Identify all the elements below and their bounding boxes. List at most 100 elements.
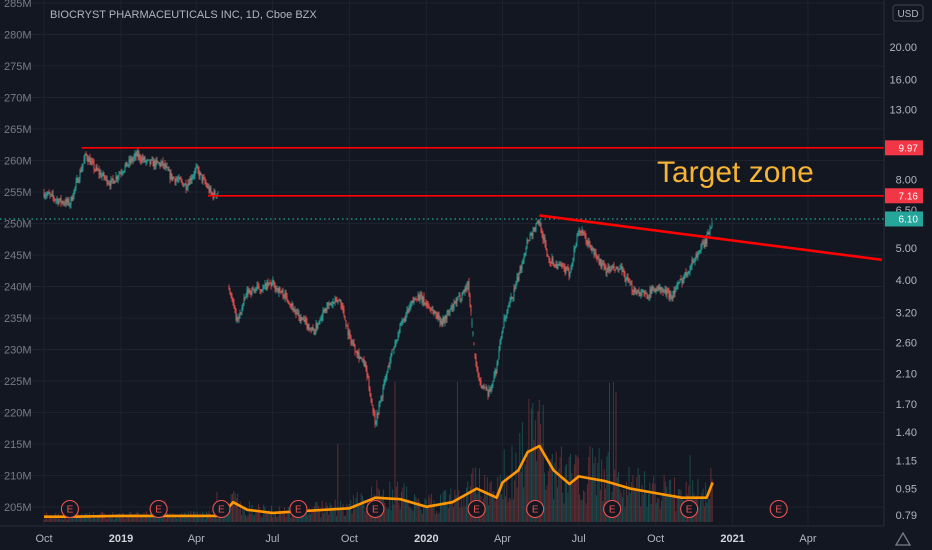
- volume-bar: [623, 489, 625, 522]
- candle-body: [503, 318, 505, 328]
- volume-bar: [170, 517, 172, 522]
- volume-bar: [633, 486, 635, 522]
- candle-body: [257, 285, 259, 287]
- candle-body: [149, 159, 151, 164]
- earnings-marker[interactable]: E: [60, 499, 79, 519]
- earnings-marker[interactable]: E: [603, 499, 622, 519]
- candle-body: [511, 296, 513, 298]
- earnings-marker[interactable]: E: [467, 499, 486, 519]
- candle-body: [487, 389, 489, 397]
- candle-body: [625, 280, 627, 282]
- candle-body: [447, 310, 449, 315]
- candle-body: [207, 186, 209, 188]
- candle-body: [696, 254, 698, 258]
- candle-body: [618, 269, 620, 271]
- earnings-marker[interactable]: E: [526, 499, 545, 519]
- candle-body: [96, 166, 98, 170]
- volume-bar: [627, 495, 629, 522]
- volume-bar: [73, 518, 75, 522]
- drawings[interactable]: [0, 147, 884, 262]
- volume-bar: [180, 514, 181, 522]
- candle-body: [681, 279, 683, 284]
- volume-bar: [310, 514, 311, 522]
- volume-tick-label: 285M: [4, 0, 32, 10]
- candle-body: [123, 170, 125, 172]
- candle-body: [501, 332, 503, 338]
- price-tick-label: 4.00: [896, 275, 917, 287]
- earnings-marker[interactable]: E: [366, 499, 385, 519]
- earnings-marker[interactable]: E: [149, 499, 168, 519]
- volume-bar: [403, 483, 405, 522]
- volume-bar: [575, 454, 577, 522]
- volume-bar: [351, 513, 353, 522]
- candle-body: [307, 324, 309, 329]
- price-tick-label: 0.95: [896, 483, 917, 495]
- candle-body: [282, 290, 284, 298]
- volume-bar: [359, 504, 361, 522]
- volume-tick-label: 275M: [4, 61, 32, 73]
- volume-bar: [390, 510, 392, 522]
- earnings-marker[interactable]: E: [289, 499, 308, 519]
- volume-bar: [316, 501, 318, 522]
- candle-body: [554, 265, 556, 267]
- candle-body: [148, 159, 150, 161]
- earnings-label: E: [609, 505, 616, 516]
- volume-bar: [614, 469, 616, 522]
- settings-icon[interactable]: [894, 531, 912, 546]
- volume-bar: [433, 500, 435, 522]
- volume-bar: [674, 477, 675, 522]
- candle-body: [400, 323, 402, 325]
- candle-body: [664, 289, 666, 292]
- earnings-circle: [603, 499, 622, 519]
- candle-body: [442, 317, 444, 326]
- candle-body: [326, 302, 328, 311]
- candle-body: [298, 312, 300, 318]
- candle-body: [610, 267, 612, 271]
- volume-bar: [291, 513, 293, 522]
- volume-bar: [603, 469, 605, 522]
- candle-body: [483, 384, 485, 389]
- candle-body: [103, 172, 105, 178]
- candle-body: [265, 283, 267, 290]
- candle-body: [383, 382, 385, 389]
- candle-body: [640, 292, 642, 296]
- volume-bar: [261, 517, 263, 522]
- candle-body: [259, 289, 261, 291]
- volume-bar: [670, 479, 672, 522]
- candle-body: [695, 254, 697, 261]
- candle-body: [384, 379, 386, 383]
- volume-bar: [189, 518, 191, 522]
- candle-body: [428, 305, 430, 307]
- candle-body: [445, 315, 447, 320]
- candle-body: [250, 292, 252, 295]
- trendline[interactable]: [539, 214, 883, 262]
- volume-bar: [675, 510, 677, 522]
- candle-body: [489, 389, 491, 391]
- volume-bar: [663, 475, 665, 522]
- earnings-marker[interactable]: E: [769, 499, 788, 519]
- currency-badge[interactable]: USD: [892, 4, 924, 22]
- candle-body: [602, 263, 604, 265]
- candle-body: [359, 357, 361, 359]
- candle-body: [540, 222, 542, 233]
- candle-body: [462, 290, 464, 293]
- volume-bar: [141, 516, 142, 522]
- candle-body: [416, 299, 418, 301]
- volume-bar: [176, 518, 178, 522]
- volume-bar: [597, 462, 599, 522]
- candle-body: [303, 319, 305, 322]
- candle-body: [82, 163, 84, 168]
- candle-body: [648, 297, 650, 299]
- volume-bar: [128, 516, 129, 522]
- earnings-marker[interactable]: E: [680, 499, 699, 519]
- volume-bar: [668, 480, 670, 522]
- volume-bar: [599, 489, 601, 522]
- candle-body: [448, 310, 450, 313]
- volume-bar: [546, 485, 548, 522]
- volume-bar: [148, 516, 150, 522]
- candle-body: [391, 349, 393, 354]
- earnings-marker[interactable]: E: [212, 499, 231, 519]
- candle-body: [348, 332, 350, 335]
